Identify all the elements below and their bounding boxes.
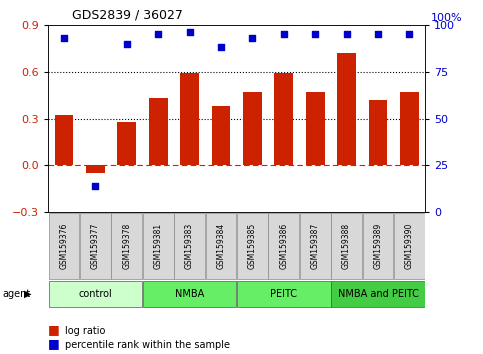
Bar — [49, 213, 79, 279]
Bar — [112, 213, 142, 279]
Bar — [206, 213, 236, 279]
Bar — [394, 213, 425, 279]
Text: GSM159385: GSM159385 — [248, 223, 257, 269]
Point — [343, 31, 351, 37]
Text: GSM159388: GSM159388 — [342, 223, 351, 269]
Point — [186, 29, 194, 35]
Point — [217, 45, 225, 50]
Text: percentile rank within the sample: percentile rank within the sample — [65, 340, 230, 350]
Text: GSM159384: GSM159384 — [216, 223, 226, 269]
Bar — [237, 213, 268, 279]
Point — [406, 31, 413, 37]
Point — [155, 31, 162, 37]
Text: GSM159378: GSM159378 — [122, 223, 131, 269]
Bar — [80, 213, 111, 279]
Point — [92, 183, 99, 189]
Bar — [369, 100, 387, 165]
Text: GSM159389: GSM159389 — [373, 223, 383, 269]
Bar — [117, 122, 136, 165]
Bar — [86, 165, 105, 173]
Bar — [337, 53, 356, 165]
Bar — [180, 73, 199, 165]
Bar — [300, 213, 330, 279]
Text: ■: ■ — [48, 323, 60, 336]
Text: 100%: 100% — [431, 13, 462, 23]
Text: GSM159390: GSM159390 — [405, 223, 414, 269]
Text: GSM159376: GSM159376 — [59, 223, 69, 269]
Bar — [237, 281, 330, 307]
Text: NMBA and PEITC: NMBA and PEITC — [338, 289, 418, 299]
Text: ▶: ▶ — [24, 289, 31, 299]
Bar — [363, 213, 393, 279]
Bar — [331, 213, 362, 279]
Point — [123, 41, 131, 46]
Text: control: control — [79, 289, 112, 299]
Text: GSM159383: GSM159383 — [185, 223, 194, 269]
Bar — [243, 92, 262, 165]
Text: GSM159377: GSM159377 — [91, 223, 100, 269]
Bar — [331, 281, 425, 307]
Text: GDS2839 / 36027: GDS2839 / 36027 — [72, 8, 184, 21]
Text: NMBA: NMBA — [175, 289, 204, 299]
Text: log ratio: log ratio — [65, 326, 106, 336]
Text: GSM159381: GSM159381 — [154, 223, 163, 269]
Text: ■: ■ — [48, 337, 60, 350]
Point — [312, 31, 319, 37]
Bar — [143, 281, 236, 307]
Text: agent: agent — [2, 289, 30, 299]
Bar — [400, 92, 419, 165]
Bar — [143, 213, 173, 279]
Bar — [55, 115, 73, 165]
Bar — [49, 281, 142, 307]
Point — [280, 31, 288, 37]
Bar — [306, 92, 325, 165]
Bar — [274, 73, 293, 165]
Point — [374, 31, 382, 37]
Bar — [174, 213, 205, 279]
Bar — [149, 98, 168, 165]
Bar — [212, 106, 230, 165]
Text: GSM159386: GSM159386 — [279, 223, 288, 269]
Point — [249, 35, 256, 41]
Point — [60, 35, 68, 41]
Text: GSM159387: GSM159387 — [311, 223, 320, 269]
Text: PEITC: PEITC — [270, 289, 297, 299]
Bar — [269, 213, 299, 279]
